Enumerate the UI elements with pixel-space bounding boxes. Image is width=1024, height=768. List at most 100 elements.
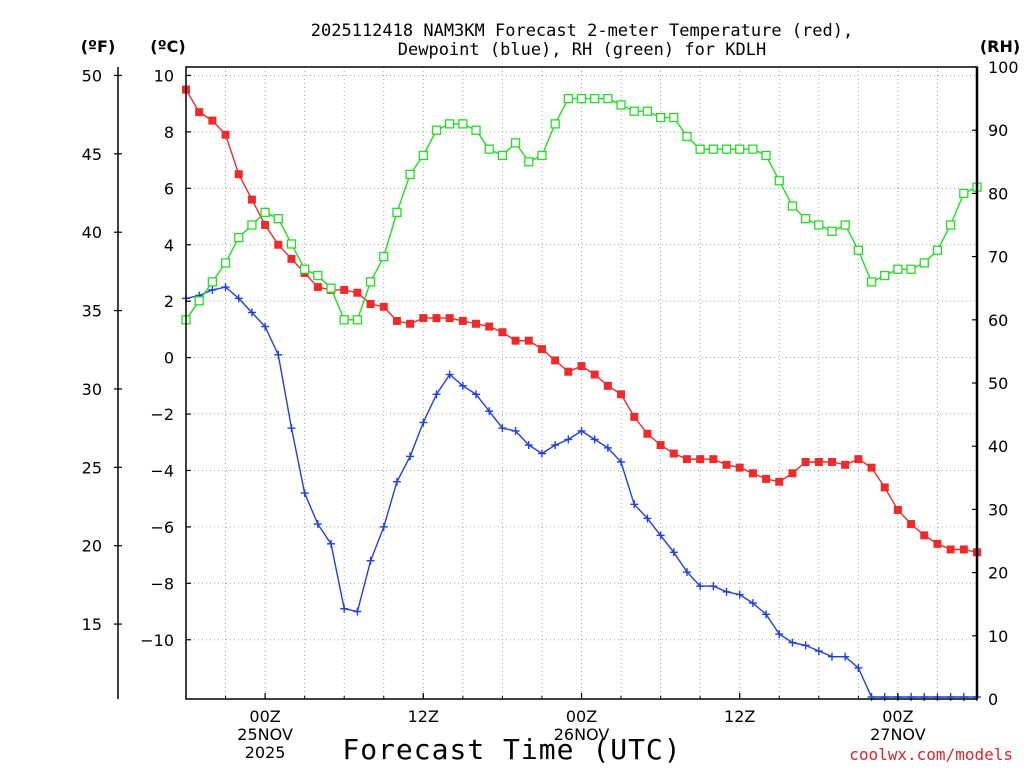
temperature-point (946, 545, 955, 554)
fahrenheit-tick-label: 35 (82, 302, 102, 321)
temperature-point (379, 302, 388, 311)
temperature-point (353, 288, 362, 297)
rh-point (814, 220, 824, 230)
rh-point (431, 125, 442, 135)
dewpoint-point (735, 590, 744, 599)
dewpoint-point (696, 582, 705, 591)
dewpoint-point (498, 424, 507, 433)
rh-point (194, 296, 204, 306)
temperature-point (406, 319, 415, 328)
temperature-point (366, 300, 375, 308)
rh-point (682, 131, 692, 142)
rh-tick-label: 40 (988, 437, 1008, 456)
temperature-point (432, 314, 441, 323)
rh-point (787, 201, 798, 211)
rh-point (445, 119, 455, 129)
temperature-point (867, 463, 876, 472)
chart-subtitle: Dewpoint (blue), RH (green) for KDLH (398, 40, 766, 60)
rh-point (471, 125, 481, 135)
rh-point (629, 106, 639, 116)
dewpoint-point (801, 641, 810, 650)
rh-point (405, 169, 415, 180)
fahrenheit-tick-label: 20 (82, 537, 102, 556)
fahrenheit-tick-label: 45 (82, 145, 102, 164)
rh-point (260, 207, 270, 218)
source-credit: coolwx.com/models (849, 745, 1013, 764)
rh-point (352, 315, 363, 325)
x-tick-label: 00Z (882, 707, 913, 726)
dewpoint-point (300, 489, 309, 498)
rh-point (748, 144, 758, 154)
dewpoint-point (472, 390, 481, 399)
x-tick-label: 26NOV (554, 725, 610, 744)
dewpoint-point (327, 539, 336, 548)
rh-point (945, 220, 956, 230)
rh-point (234, 232, 244, 243)
celsius-tick-label: −10 (140, 631, 174, 650)
dewpoint-point (379, 522, 388, 531)
rh-point (761, 150, 771, 161)
temperature-point (313, 283, 322, 292)
rh-point (695, 144, 705, 154)
rh-point (893, 264, 903, 274)
temperature-point (564, 367, 573, 376)
rh-point (827, 226, 837, 236)
dewpoint-point (762, 610, 771, 619)
temperature-point (709, 455, 718, 464)
temperature-point (524, 336, 533, 345)
x-tick-label: 12Z (724, 707, 755, 726)
dewpoint-point (775, 630, 784, 639)
temperature-point (247, 195, 256, 204)
temperature-point (537, 345, 546, 354)
rh-point (932, 245, 943, 255)
rh-tick-label: 100 (988, 58, 1019, 77)
dewpoint-point (458, 381, 467, 390)
rh-unit-label: (RH) (980, 37, 1020, 56)
x-tick-label: 25NOV (237, 725, 293, 744)
fahrenheit-unit-label: (ºF) (81, 37, 116, 56)
dewpoint-point (682, 568, 691, 577)
temperature-point (907, 520, 916, 529)
temperature-point (735, 463, 744, 472)
celsius-tick-label: −8 (150, 574, 174, 593)
rh-point (853, 245, 863, 255)
rh-tick-label: 70 (988, 248, 1008, 267)
rh-point (880, 270, 890, 281)
temperature-point (920, 531, 929, 540)
celsius-tick-label: 4 (164, 236, 174, 255)
x-tick-label: 27NOV (870, 725, 926, 744)
dewpoint-point (366, 556, 375, 565)
axes: 50454035302520151086420−2−4−6−8−10100908… (82, 58, 1019, 762)
temperature-point (195, 108, 204, 117)
temperature-point (814, 458, 823, 466)
rh-point (220, 258, 231, 268)
fahrenheit-tick-label: 15 (82, 615, 102, 634)
chart-title: 2025112418 NAM3KM Forecast 2-meter Tempe… (311, 21, 853, 41)
rh-tick-label: 10 (988, 627, 1008, 646)
rh-point (919, 258, 929, 268)
dewpoint-point (603, 443, 612, 452)
temperature-point (748, 469, 757, 478)
rh-point (603, 93, 613, 104)
temperature-point (933, 539, 942, 548)
dewpoint-point (827, 652, 836, 661)
temperature-point (511, 336, 520, 345)
temperature-point (274, 240, 283, 249)
temperature-point (696, 455, 705, 464)
dewpoint-point (406, 452, 415, 461)
rh-point (669, 112, 679, 123)
dewpoint-point (234, 294, 243, 303)
fahrenheit-tick-label: 40 (82, 223, 102, 242)
dewpoint-point (274, 350, 283, 359)
dewpoint-point (788, 638, 797, 647)
dewpoint-point (261, 322, 270, 331)
temperature-point (419, 314, 428, 323)
dewpoint-point (814, 647, 823, 656)
temperature-point (445, 314, 454, 323)
celsius-tick-label: −2 (150, 405, 174, 424)
celsius-tick-label: 6 (164, 179, 174, 198)
dewpoint-point (392, 477, 401, 486)
dewpoint-point (419, 418, 428, 427)
dewpoint-point (564, 435, 573, 444)
rh-point (458, 119, 468, 129)
